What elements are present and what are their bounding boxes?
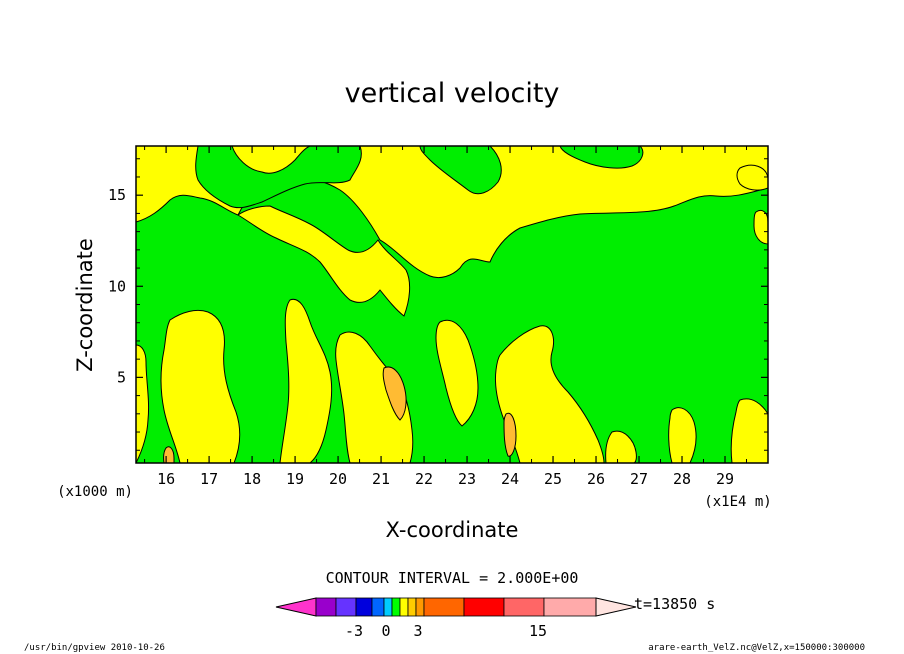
y-tick-label: 10 — [108, 277, 126, 295]
contour-region-strong-positive — [503, 412, 517, 457]
x-unit-right-label: (x1E4 m) — [704, 494, 771, 510]
plot-area: 16 17 18 19 20 21 22 23 24 25 26 27 28 29 5 10 15 — [108, 145, 769, 488]
colorbar-swatch — [415, 597, 425, 617]
contour-interval-label: CONTOUR INTERVAL = 2.000E+00 — [326, 569, 579, 587]
y-tick-label: 15 — [108, 186, 126, 204]
x-tick-label: 22 — [415, 470, 433, 488]
y-tick-label: 5 — [117, 368, 126, 386]
contour-region-positive — [136, 146, 768, 279]
colorbar-swatch — [371, 597, 385, 617]
x-axis-ticks: 16 17 18 19 20 21 22 23 24 25 26 27 28 29 — [144, 146, 748, 488]
x-tick-label: 20 — [329, 470, 347, 488]
x-tick-label: 25 — [544, 470, 562, 488]
contour-region-positive — [668, 407, 697, 463]
colorbar-swatch — [399, 597, 409, 617]
y-axis-ticks: 5 10 15 — [108, 158, 768, 451]
contour-region-positive — [160, 309, 241, 463]
contour-region-positive — [736, 164, 768, 191]
x-tick-label: 29 — [716, 470, 734, 488]
time-label: t=13850 s — [634, 595, 715, 613]
colorbar-swatch — [463, 597, 505, 617]
y-axis-label: Z-coordinate — [73, 238, 97, 372]
colorbar-swatch — [315, 597, 337, 617]
contour-region-positive — [419, 146, 502, 195]
colorbar-swatch — [391, 597, 401, 617]
contour-region-positive — [136, 344, 150, 463]
contour-region-positive — [279, 298, 333, 463]
contour-region-positive — [237, 205, 411, 317]
x-tick-label: 17 — [200, 470, 218, 488]
x-unit-left-label: (x1000 m) — [57, 484, 133, 500]
contour-region-positive — [495, 325, 605, 463]
contour-region-strong-positive — [382, 366, 407, 421]
x-axis-label: X-coordinate — [386, 518, 519, 542]
x-tick-label: 16 — [157, 470, 175, 488]
x-tick-label: 21 — [372, 470, 390, 488]
x-tick-label: 28 — [673, 470, 691, 488]
colorbar-tick-label: 0 — [381, 622, 390, 640]
colorbar-swatch — [543, 597, 597, 617]
colorbar-right-arrow — [595, 597, 637, 617]
contour-region-positive — [559, 146, 644, 169]
footer-left-text: /usr/bin/gpview 2010-10-26 — [24, 643, 165, 653]
footer-right-text: arare-earth_VelZ.nc@VelZ,x=150000:300000 — [648, 643, 865, 653]
colorbar-swatch — [335, 597, 357, 617]
colorbar-left-arrow — [275, 597, 317, 617]
colorbar-tick-label: 15 — [529, 622, 547, 640]
contour-region-positive — [605, 430, 637, 463]
chart-title: vertical velocity — [345, 78, 560, 109]
colorbar-tick-label: -3 — [345, 622, 363, 640]
contour-field — [136, 146, 768, 463]
x-tick-label: 24 — [501, 470, 519, 488]
colorbar — [275, 597, 637, 617]
colorbar-swatch — [407, 597, 417, 617]
contour-region-positive — [335, 331, 414, 463]
contour-region-positive — [730, 398, 768, 463]
x-tick-label: 18 — [243, 470, 261, 488]
colorbar-swatch — [355, 597, 373, 617]
contour-region-positive — [435, 319, 479, 427]
colorbar-swatch — [423, 597, 465, 617]
colorbar-swatch — [503, 597, 545, 617]
colorbar-swatch — [383, 597, 393, 617]
colorbar-tick-labels: -3 0 3 15 — [345, 622, 547, 640]
contour-region-positive — [195, 146, 362, 209]
x-tick-label: 27 — [630, 470, 648, 488]
x-tick-label: 19 — [286, 470, 304, 488]
contour-region-strong-positive — [163, 446, 175, 463]
contour-region-positive — [753, 209, 768, 245]
x-tick-label: 26 — [587, 470, 605, 488]
x-tick-label: 23 — [458, 470, 476, 488]
colorbar-tick-label: 3 — [413, 622, 422, 640]
